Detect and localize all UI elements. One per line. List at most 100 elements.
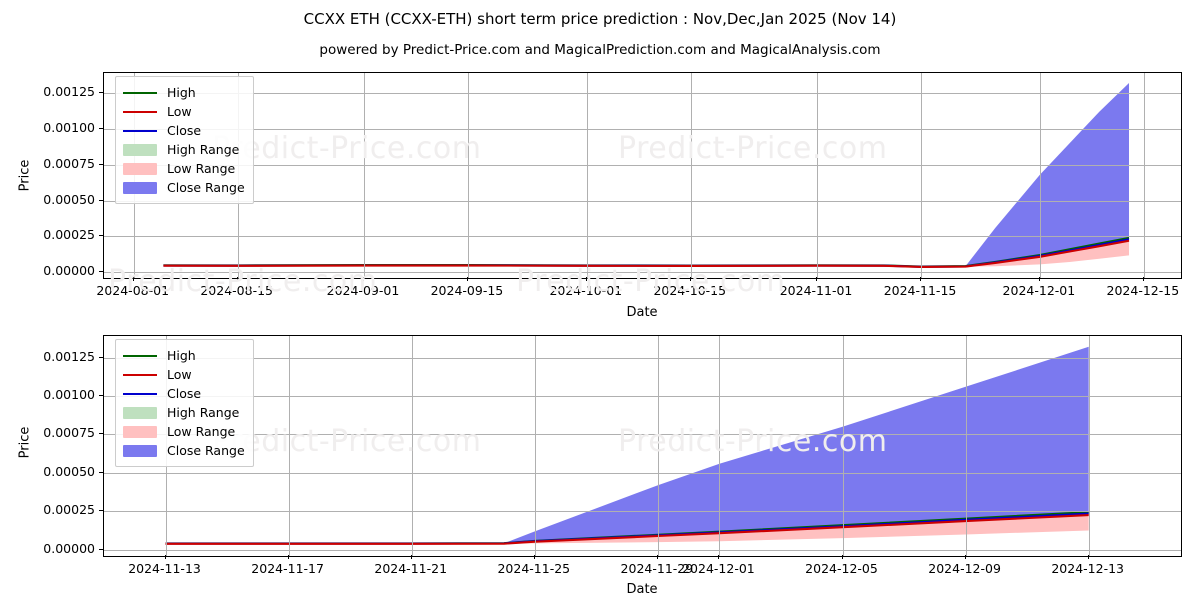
x-tick-mark [363, 277, 364, 281]
x-tick-mark [842, 555, 843, 559]
x-tick-label: 2024-12-13 [1051, 561, 1124, 576]
x-tick-label: 2024-11-25 [497, 561, 571, 576]
gridline-vertical [587, 73, 588, 278]
legend-item-high-range[interactable]: High Range [123, 403, 245, 422]
legend-item-high[interactable]: High [123, 83, 245, 102]
legend-label: Low Range [167, 423, 236, 439]
x-tick-label: 2024-11-29 [620, 561, 694, 576]
plot-area-detail [103, 335, 1182, 557]
legend-item-high-range[interactable]: High Range [123, 140, 245, 159]
band-close-range [965, 83, 1130, 267]
legend-item-close-range[interactable]: Close Range [123, 178, 245, 197]
y-tick-label: 0.00125 [43, 348, 95, 364]
legend-label: Close Range [167, 442, 245, 458]
x-tick-mark [133, 277, 134, 281]
x-tick-mark [411, 555, 412, 559]
x-tick-mark [920, 277, 921, 281]
x-tick-mark [288, 555, 289, 559]
gridline-horizontal [104, 358, 1181, 359]
gridline-vertical [289, 336, 290, 556]
y-axis-label-detail: Price [17, 426, 33, 459]
gridline-vertical [412, 336, 413, 556]
gridline-vertical [364, 73, 365, 278]
legend-label: Low [167, 366, 192, 382]
legend-item-high[interactable]: High [123, 346, 245, 365]
y-tick-mark [99, 271, 103, 272]
gridline-vertical [535, 336, 536, 556]
y-tick-label: 0.00000 [43, 263, 95, 279]
x-tick-label: 2024-12-01 [682, 561, 755, 576]
y-tick-label: 0.00100 [43, 387, 95, 402]
x-tick-label: 2024-11-21 [374, 561, 448, 576]
legend-detail[interactable]: High Low Close High Range Low Range Close Ran… [115, 339, 254, 467]
legend-item-low-range[interactable]: Low Range [123, 159, 245, 178]
x-tick-label: 2024-12-09 [928, 561, 1001, 576]
gridline-vertical [1089, 336, 1090, 556]
legend-swatch-high-range [123, 406, 157, 419]
legend-label: Low [167, 103, 192, 119]
x-tick-mark [467, 277, 468, 281]
legend-swatch-close [123, 388, 157, 400]
x-tick-mark [586, 277, 587, 281]
legend-item-low[interactable]: Low [123, 365, 245, 384]
legend-item-low-range[interactable]: Low Range [123, 422, 245, 441]
legend-swatch-close-range [123, 444, 157, 457]
gridline-horizontal [104, 550, 1181, 551]
legend-swatch-close-range [123, 181, 157, 194]
y-tick-mark [99, 549, 103, 550]
gridline-horizontal [104, 201, 1181, 202]
gridline-vertical [817, 73, 818, 278]
gridline-vertical [468, 73, 469, 278]
x-tick-label: 2024-12-01 [1002, 283, 1076, 298]
gridline-vertical [1144, 73, 1145, 278]
legend-item-close[interactable]: Close [123, 121, 245, 140]
y-tick-mark [99, 235, 103, 236]
gridline-vertical [1040, 73, 1041, 278]
gridline-vertical [966, 336, 967, 556]
gridline-horizontal [104, 129, 1181, 130]
y-tick-label: 0.00100 [43, 119, 95, 135]
series-line-low [163, 239, 1130, 269]
gridline-horizontal [104, 473, 1181, 474]
page-title: CCXX ETH (CCXX-ETH) short term price pre… [303, 10, 897, 28]
y-tick-mark [99, 128, 103, 129]
y-tick-mark [99, 164, 103, 165]
x-tick-mark [718, 555, 719, 559]
gridline-vertical [843, 336, 844, 556]
gridline-horizontal [104, 511, 1181, 512]
x-tick-mark [816, 277, 817, 281]
y-tick-label: 0.00000 [43, 540, 95, 556]
legend-swatch-low-range [123, 425, 157, 438]
legend-overview[interactable]: High Low Close High Range Low Range Close Ran… [115, 76, 254, 204]
plot-area-overview [103, 72, 1182, 279]
x-tick-mark [165, 555, 166, 559]
legend-label: Close Range [167, 179, 245, 195]
gridline-vertical [658, 336, 659, 556]
legend-swatch-low-range [123, 162, 157, 175]
y-tick-label: 0.00025 [43, 227, 95, 243]
legend-label: Close [167, 122, 202, 138]
series-line-low [165, 514, 1089, 545]
x-tick-label: 2024-10-01 [549, 283, 623, 298]
gridline-horizontal [104, 434, 1181, 435]
legend-item-low[interactable]: Low [123, 102, 245, 121]
legend-swatch-low [123, 106, 157, 118]
gridline-horizontal [104, 236, 1181, 237]
y-tick-label: 0.00075 [43, 425, 95, 441]
band-close-range [504, 346, 1089, 544]
legend-item-close-range[interactable]: Close Range [123, 441, 245, 460]
x-tick-label: 2024-09-15 [430, 283, 504, 298]
x-axis-label-detail: Date [626, 582, 658, 597]
legend-swatch-high [123, 87, 157, 99]
legend-item-close[interactable]: Close [123, 384, 245, 403]
x-tick-label: 2024-08-01 [96, 283, 170, 298]
x-tick-mark [690, 277, 691, 281]
gridline-horizontal [104, 396, 1181, 397]
x-tick-mark [237, 277, 238, 281]
y-tick-mark [99, 357, 103, 358]
legend-label: High [167, 84, 196, 100]
gridline-vertical [691, 73, 692, 278]
gridline-horizontal [104, 93, 1181, 94]
page-subtitle: powered by Predict-Price.com and Magical… [319, 42, 881, 58]
